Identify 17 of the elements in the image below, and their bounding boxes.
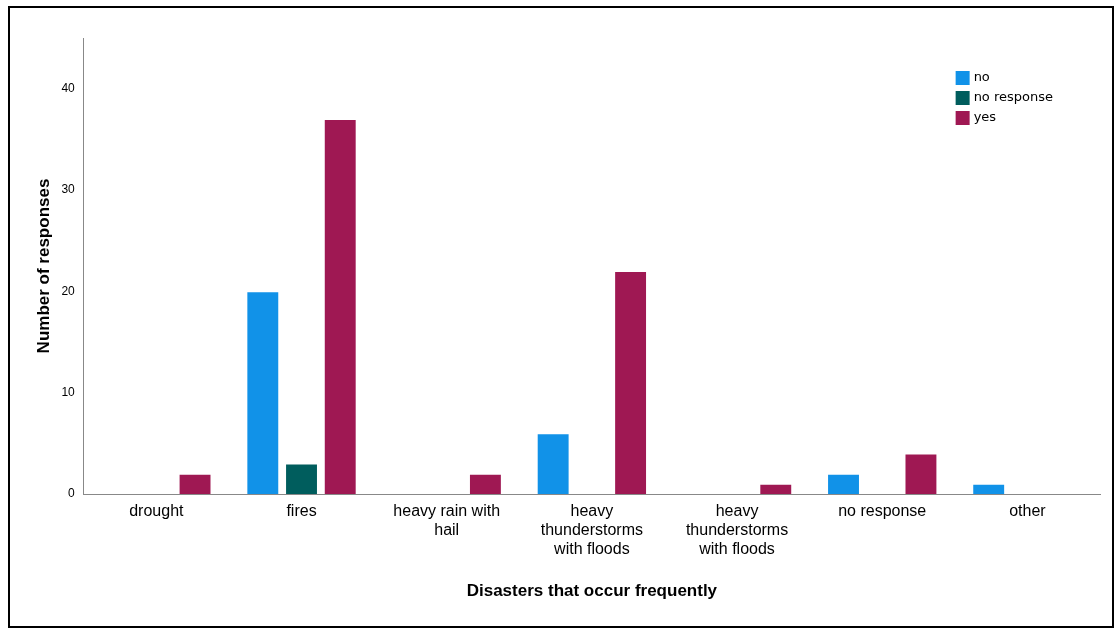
legend-label: yes (973, 109, 997, 125)
x-tick-label: heavy thunderstorms with floods (540, 502, 644, 558)
x-tick-label: heavy thunderstorms with floods (685, 502, 789, 558)
y-tick-label: 0 (68, 486, 76, 501)
y-tick-label: 40 (61, 80, 76, 95)
y-tick-label: 10 (61, 384, 76, 399)
x-tick-label: drought (129, 502, 185, 520)
y-tick-label: 30 (61, 182, 76, 197)
x-tick-label: other (1009, 502, 1047, 520)
x-tick-label: no response (838, 502, 927, 520)
x-axis-title: Disasters that occur frequently (466, 581, 718, 601)
x-tick-label: fires (286, 502, 317, 520)
legend-label: no response (973, 89, 1053, 105)
legend-label: no (973, 69, 990, 85)
y-tick-label: 20 (61, 283, 76, 298)
x-tick-label: heavy rain with hail (393, 502, 501, 539)
y-axis-title: Number of responses (33, 178, 53, 354)
